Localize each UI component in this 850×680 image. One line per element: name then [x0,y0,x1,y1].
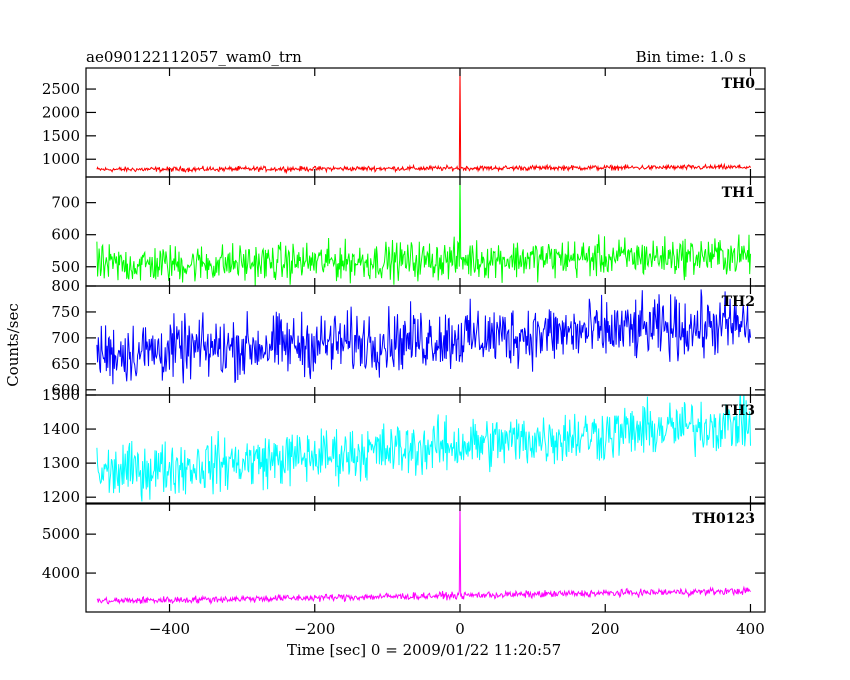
y-tick-label: 5000 [42,525,80,543]
y-tick-label: 1500 [42,127,80,145]
x-tick-label: −400 [149,620,190,638]
panel-frame [85,502,766,613]
panel-th3: 1200 1300 1400 1500 TH3 [42,386,766,506]
y-tick-label: 1500 [42,386,80,404]
series-line-th2 [96,289,751,385]
panel-label-th2: TH2 [722,294,755,310]
x-axis: −400 −200 0 200 400 [149,620,765,638]
x-tick-label: 400 [736,620,765,638]
y-tick-label: 700 [51,194,80,212]
y-tick-label: 500 [51,258,80,276]
y-tick-label: 700 [51,329,80,347]
panel-th1: 500 600 700 TH1 [51,176,766,287]
panels-group: 1000 1500 2000 2500 TH0 500 600 700 TH1 600 650 700… [42,67,766,613]
x-axis-label: Time [sec] 0 = 2009/01/22 11:20:57 [287,641,561,659]
figure-title: ae090122112057_wam0_trn [86,48,302,66]
y-tick-label: 2000 [42,103,80,121]
y-tick-label: 1200 [42,488,80,506]
y-tick-label: 800 [51,277,80,295]
y-tick-label: 650 [51,355,80,373]
y-tick-label: 1000 [42,150,80,168]
y-tick-label: 2500 [42,80,80,98]
series-line-th3 [96,395,751,502]
series-line-th0123 [96,503,751,605]
panel-label-th1: TH1 [722,185,755,201]
panel-frame [85,67,766,178]
panel-th2: 600 650 700 750 800 TH2 [51,277,766,399]
y-tick-label: 600 [51,226,80,244]
y-tick-label: 1400 [42,420,80,438]
y-tick-label: 1300 [42,454,80,472]
panel-label-th0: TH0 [722,76,756,92]
panel-frame [85,394,766,505]
y-tick-label: 600 [51,381,80,399]
panel-label-th3: TH3 [722,403,755,419]
panel-label-th0123: TH0123 [692,511,755,527]
x-tick-label: −200 [294,620,335,638]
series-line-th0 [96,68,751,175]
series-line-th1 [96,177,751,286]
panel-th0: 1000 1500 2000 2500 TH0 [42,67,766,178]
bin-time-label: Bin time: 1.0 s [636,48,746,66]
y-tick-label: 4000 [42,564,80,582]
y-axis-label: Counts/sec [4,303,22,387]
x-tick-label: 200 [591,620,620,638]
x-tick-label: 0 [455,620,465,638]
y-tick-label: 750 [51,303,80,321]
panel-th0123: 4000 5000 TH0123 [42,502,766,613]
panel-frame [85,176,766,287]
